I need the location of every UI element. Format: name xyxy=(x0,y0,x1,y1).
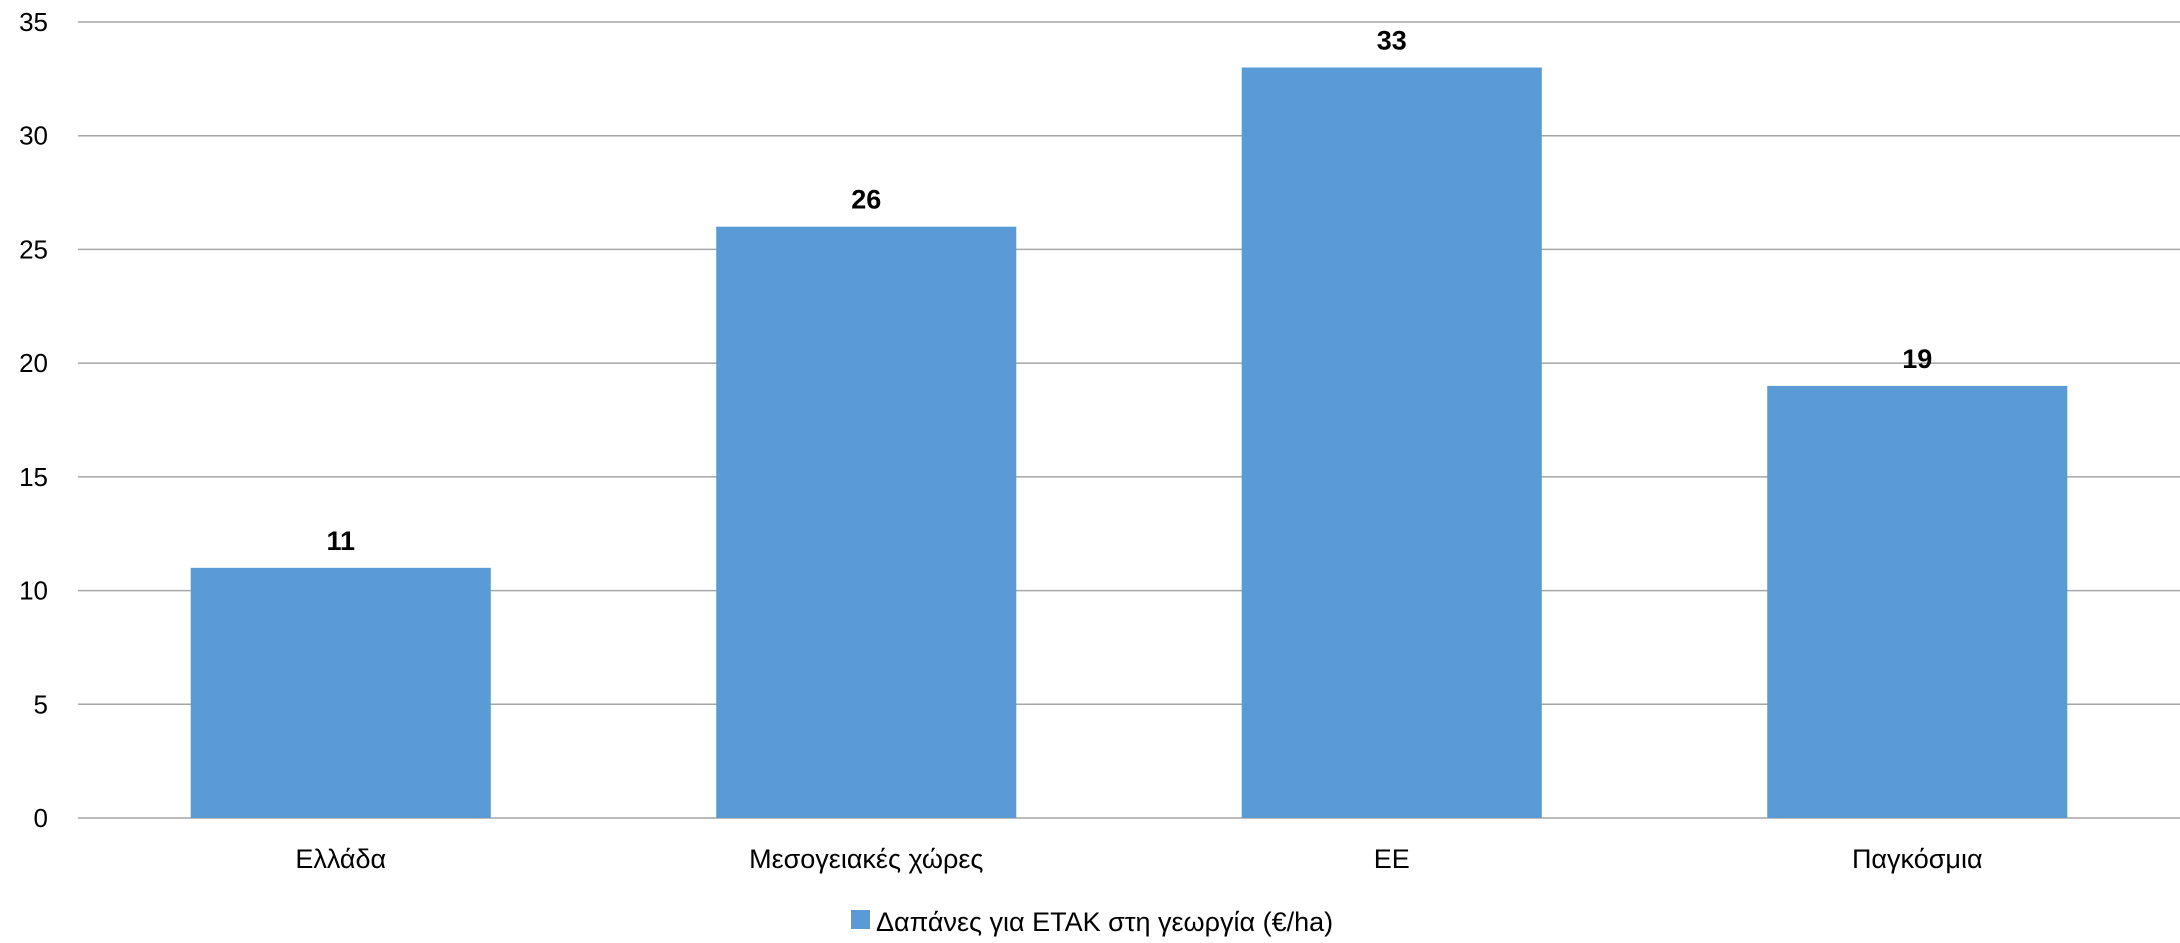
bar-3 xyxy=(1767,385,2068,818)
y-tick-label: 10 xyxy=(19,576,48,606)
data-label: 26 xyxy=(851,185,881,215)
data-label: 11 xyxy=(326,526,355,556)
x-tick-label: Μεσογειακές χώρες xyxy=(749,844,983,874)
data-label: 33 xyxy=(1377,25,1407,55)
x-tick-label: Ελλάδα xyxy=(295,844,386,874)
x-tick-label: ΕΕ xyxy=(1374,844,1410,874)
bar-0 xyxy=(190,567,491,818)
bar-2 xyxy=(1241,67,1542,818)
data-label: 19 xyxy=(1902,344,1932,374)
legend-swatch xyxy=(851,910,870,929)
y-tick-label: 0 xyxy=(34,803,48,833)
y-tick-label: 25 xyxy=(19,234,48,264)
x-axis-tick-labels: Ελλάδα Μεσογειακές χώρες ΕΕ Παγκόσμια xyxy=(295,844,1982,874)
y-tick-label: 35 xyxy=(19,7,48,37)
legend-label: Δαπάνες για ΕΤΑΚ στη γεωργία (€/ha) xyxy=(876,907,1333,937)
y-tick-label: 20 xyxy=(19,348,48,378)
bar-1 xyxy=(716,226,1017,818)
y-tick-label: 15 xyxy=(19,462,48,492)
data-labels: 11 26 33 19 xyxy=(326,25,1932,555)
y-axis-tick-labels: 0 5 10 15 20 25 30 35 xyxy=(19,7,48,833)
legend: Δαπάνες για ΕΤΑΚ στη γεωργία (€/ha) xyxy=(851,907,1333,937)
y-tick-label: 5 xyxy=(34,689,48,719)
y-tick-label: 30 xyxy=(19,121,48,151)
x-tick-label: Παγκόσμια xyxy=(1852,844,1983,874)
bars xyxy=(190,67,2068,818)
